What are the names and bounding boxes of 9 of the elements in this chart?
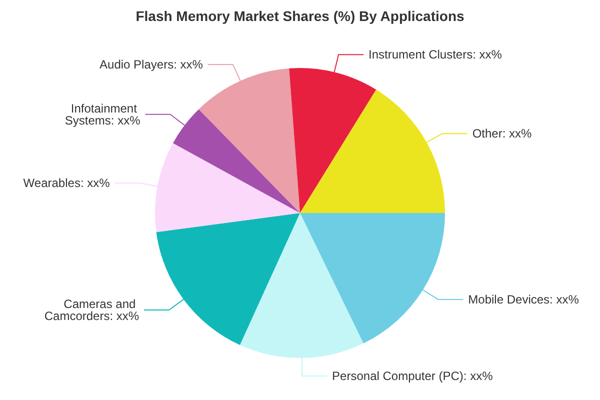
chart-title: Flash Memory Market Shares (%) By Applications bbox=[136, 8, 464, 24]
slice-label: Cameras and Camcorders: xx% bbox=[44, 297, 140, 324]
slice-label: Infotainment Systems: xx% bbox=[64, 101, 141, 128]
slice-label: Mobile Devices: xx% bbox=[468, 292, 580, 306]
slice-label: Instrument Clusters: xx% bbox=[368, 48, 502, 62]
slice-label: Other: xx% bbox=[472, 126, 532, 141]
slice-label: Personal Computer (PC): xx% bbox=[332, 368, 494, 383]
slice-label: Audio Players: xx% bbox=[100, 57, 204, 72]
slice-label: Wearables: xx% bbox=[23, 176, 110, 190]
